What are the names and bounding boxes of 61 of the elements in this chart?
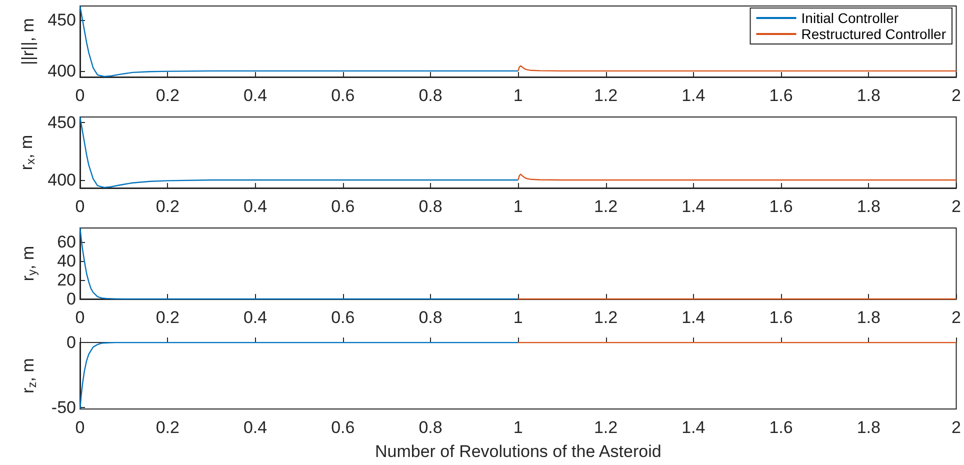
- x-tick-label: 1.4: [682, 197, 706, 216]
- x-tick-label: 0.6: [331, 308, 355, 327]
- x-tick-label: 1.2: [594, 86, 618, 105]
- y-tick-label: 450: [48, 113, 76, 132]
- y-axis-title: ry, m: [18, 246, 39, 282]
- x-tick-label: 1.8: [856, 308, 880, 327]
- y-axis-title: rz, m: [18, 358, 39, 394]
- y-tick-label: 400: [48, 61, 76, 80]
- y-tick-label: 40: [57, 252, 76, 271]
- x-tick-label: 1.4: [682, 86, 706, 105]
- y-axis-title: ||r||, m: [18, 18, 38, 65]
- x-tick-label: 1.2: [594, 197, 618, 216]
- x-tick-label: 1.2: [594, 308, 618, 327]
- x-tick-label: 1.6: [769, 418, 793, 437]
- x-tick-label: 0.2: [156, 86, 180, 105]
- x-tick-label: 0.4: [243, 86, 268, 105]
- line-series: [79, 227, 519, 300]
- legend-label: Initial Controller: [801, 10, 899, 26]
- x-tick-label: 1.6: [769, 308, 793, 327]
- x-tick-label: 1: [513, 86, 523, 105]
- y-tick-label: -50: [51, 398, 76, 418]
- x-tick-label: 1.6: [769, 197, 793, 216]
- x-tick-label: 0.8: [418, 308, 442, 327]
- x-tick-label: 1.6: [769, 86, 793, 105]
- x-tick-label: 0.4: [243, 197, 268, 216]
- x-tick-label: 0.2: [156, 197, 180, 216]
- x-tick-label: 2: [952, 86, 962, 105]
- x-tick-label: 0.4: [243, 308, 268, 327]
- x-tick-label: 0.2: [156, 308, 180, 327]
- line-series: [79, 116, 519, 188]
- x-tick-label: 1: [513, 197, 523, 216]
- x-tick-label: 0.8: [418, 197, 442, 216]
- y-tick-label: 60: [57, 232, 76, 252]
- y-tick-label: 0: [66, 333, 76, 352]
- x-tick-label: 0.8: [418, 418, 442, 437]
- x-tick-label: 0.2: [156, 418, 180, 437]
- x-tick-label: 1.4: [682, 308, 706, 327]
- x-tick-label: 0.6: [331, 197, 355, 216]
- x-tick-label: 1.8: [856, 418, 880, 437]
- x-tick-label: 1.8: [856, 86, 880, 105]
- x-tick-label: 2: [952, 308, 962, 327]
- line-series: [79, 5, 519, 78]
- y-tick-label: 0: [66, 290, 76, 308]
- x-tick-label: 1.2: [594, 418, 618, 437]
- x-tick-label: 1.4: [682, 418, 706, 437]
- x-tick-label: 1.8: [856, 197, 880, 216]
- x-tick-label: 2: [952, 197, 962, 216]
- y-tick-label: 450: [48, 10, 76, 30]
- x-tick-label: 0.4: [243, 418, 268, 437]
- x-tick-label: 0.8: [418, 86, 442, 105]
- y-tick-label: 20: [57, 270, 76, 290]
- y-axis-title: rx, m: [17, 134, 38, 170]
- x-axis-title: Number of Revolutions of the Asteroid: [374, 442, 662, 461]
- legend-label: Restructured Controller: [801, 26, 946, 42]
- x-tick-label: 0.6: [331, 418, 355, 437]
- y-tick-label: 400: [48, 170, 76, 190]
- x-tick-label: 1: [513, 308, 523, 327]
- line-series: [79, 342, 519, 410]
- x-tick-label: 0.6: [331, 86, 355, 105]
- x-tick-label: 1: [513, 418, 523, 437]
- x-tick-label: 2: [952, 418, 962, 437]
